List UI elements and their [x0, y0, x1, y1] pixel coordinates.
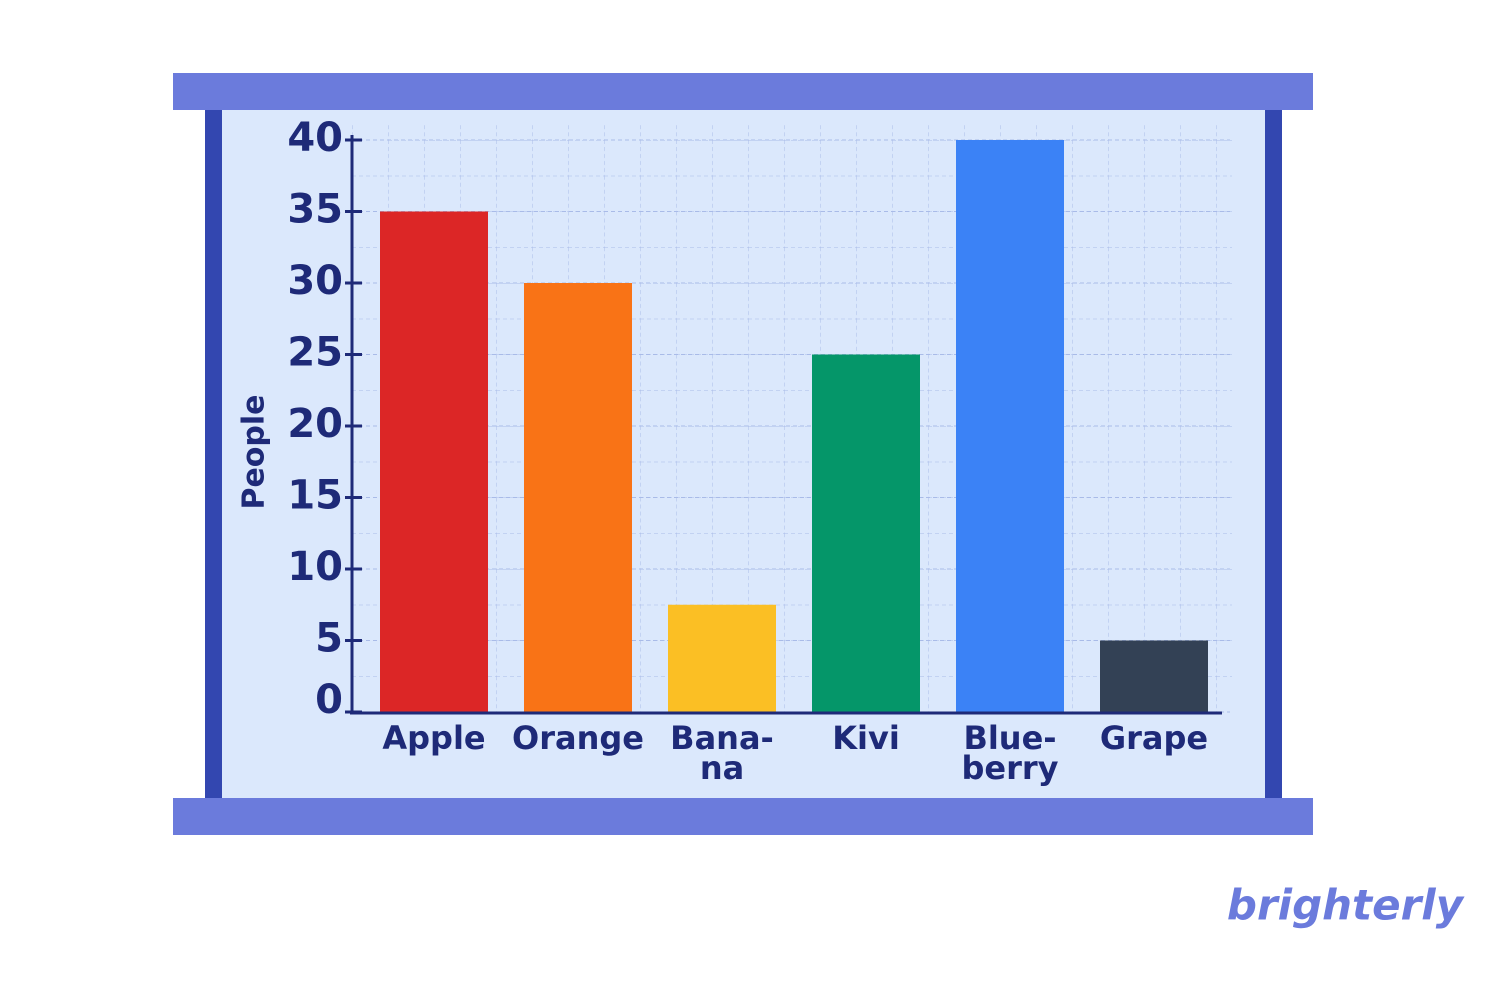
bar: [668, 604, 776, 712]
x-tick-label: Bana-na: [670, 719, 774, 787]
y-tick-label: 0: [315, 677, 343, 723]
y-tick-label: 20: [287, 401, 343, 447]
x-tick-label: Blue-berry: [961, 719, 1058, 787]
bar: [1100, 640, 1208, 712]
label-line: Blue-: [963, 719, 1056, 757]
y-tick-label: 30: [287, 258, 343, 304]
bar: [380, 211, 488, 712]
y-tick-label: 5: [315, 616, 343, 662]
y-axis-label: People: [237, 394, 272, 509]
y-tick-label: 40: [287, 115, 343, 161]
y-tick-label: 10: [287, 544, 343, 590]
y-tick-label: 35: [287, 187, 343, 233]
label-line: na: [700, 749, 744, 787]
y-tick-label: 25: [287, 330, 343, 376]
bottom-rail: [173, 798, 1313, 835]
x-tick-label: Grape: [1100, 719, 1208, 757]
grid-pattern: [352, 125, 1232, 712]
label-line: berry: [961, 749, 1058, 787]
brand-logo: brighterly: [1227, 881, 1465, 930]
top-rail: [173, 73, 1313, 110]
label-line: Bana-: [670, 719, 774, 757]
x-tick-label: Orange: [512, 719, 644, 757]
x-tick-label: Kivi: [832, 719, 900, 757]
x-tick-label: Apple: [382, 719, 485, 757]
bar: [524, 283, 632, 712]
bar: [956, 140, 1064, 712]
post: [205, 105, 222, 803]
bar: [812, 354, 920, 712]
y-tick-label: 15: [287, 473, 343, 519]
post: [1265, 105, 1282, 803]
